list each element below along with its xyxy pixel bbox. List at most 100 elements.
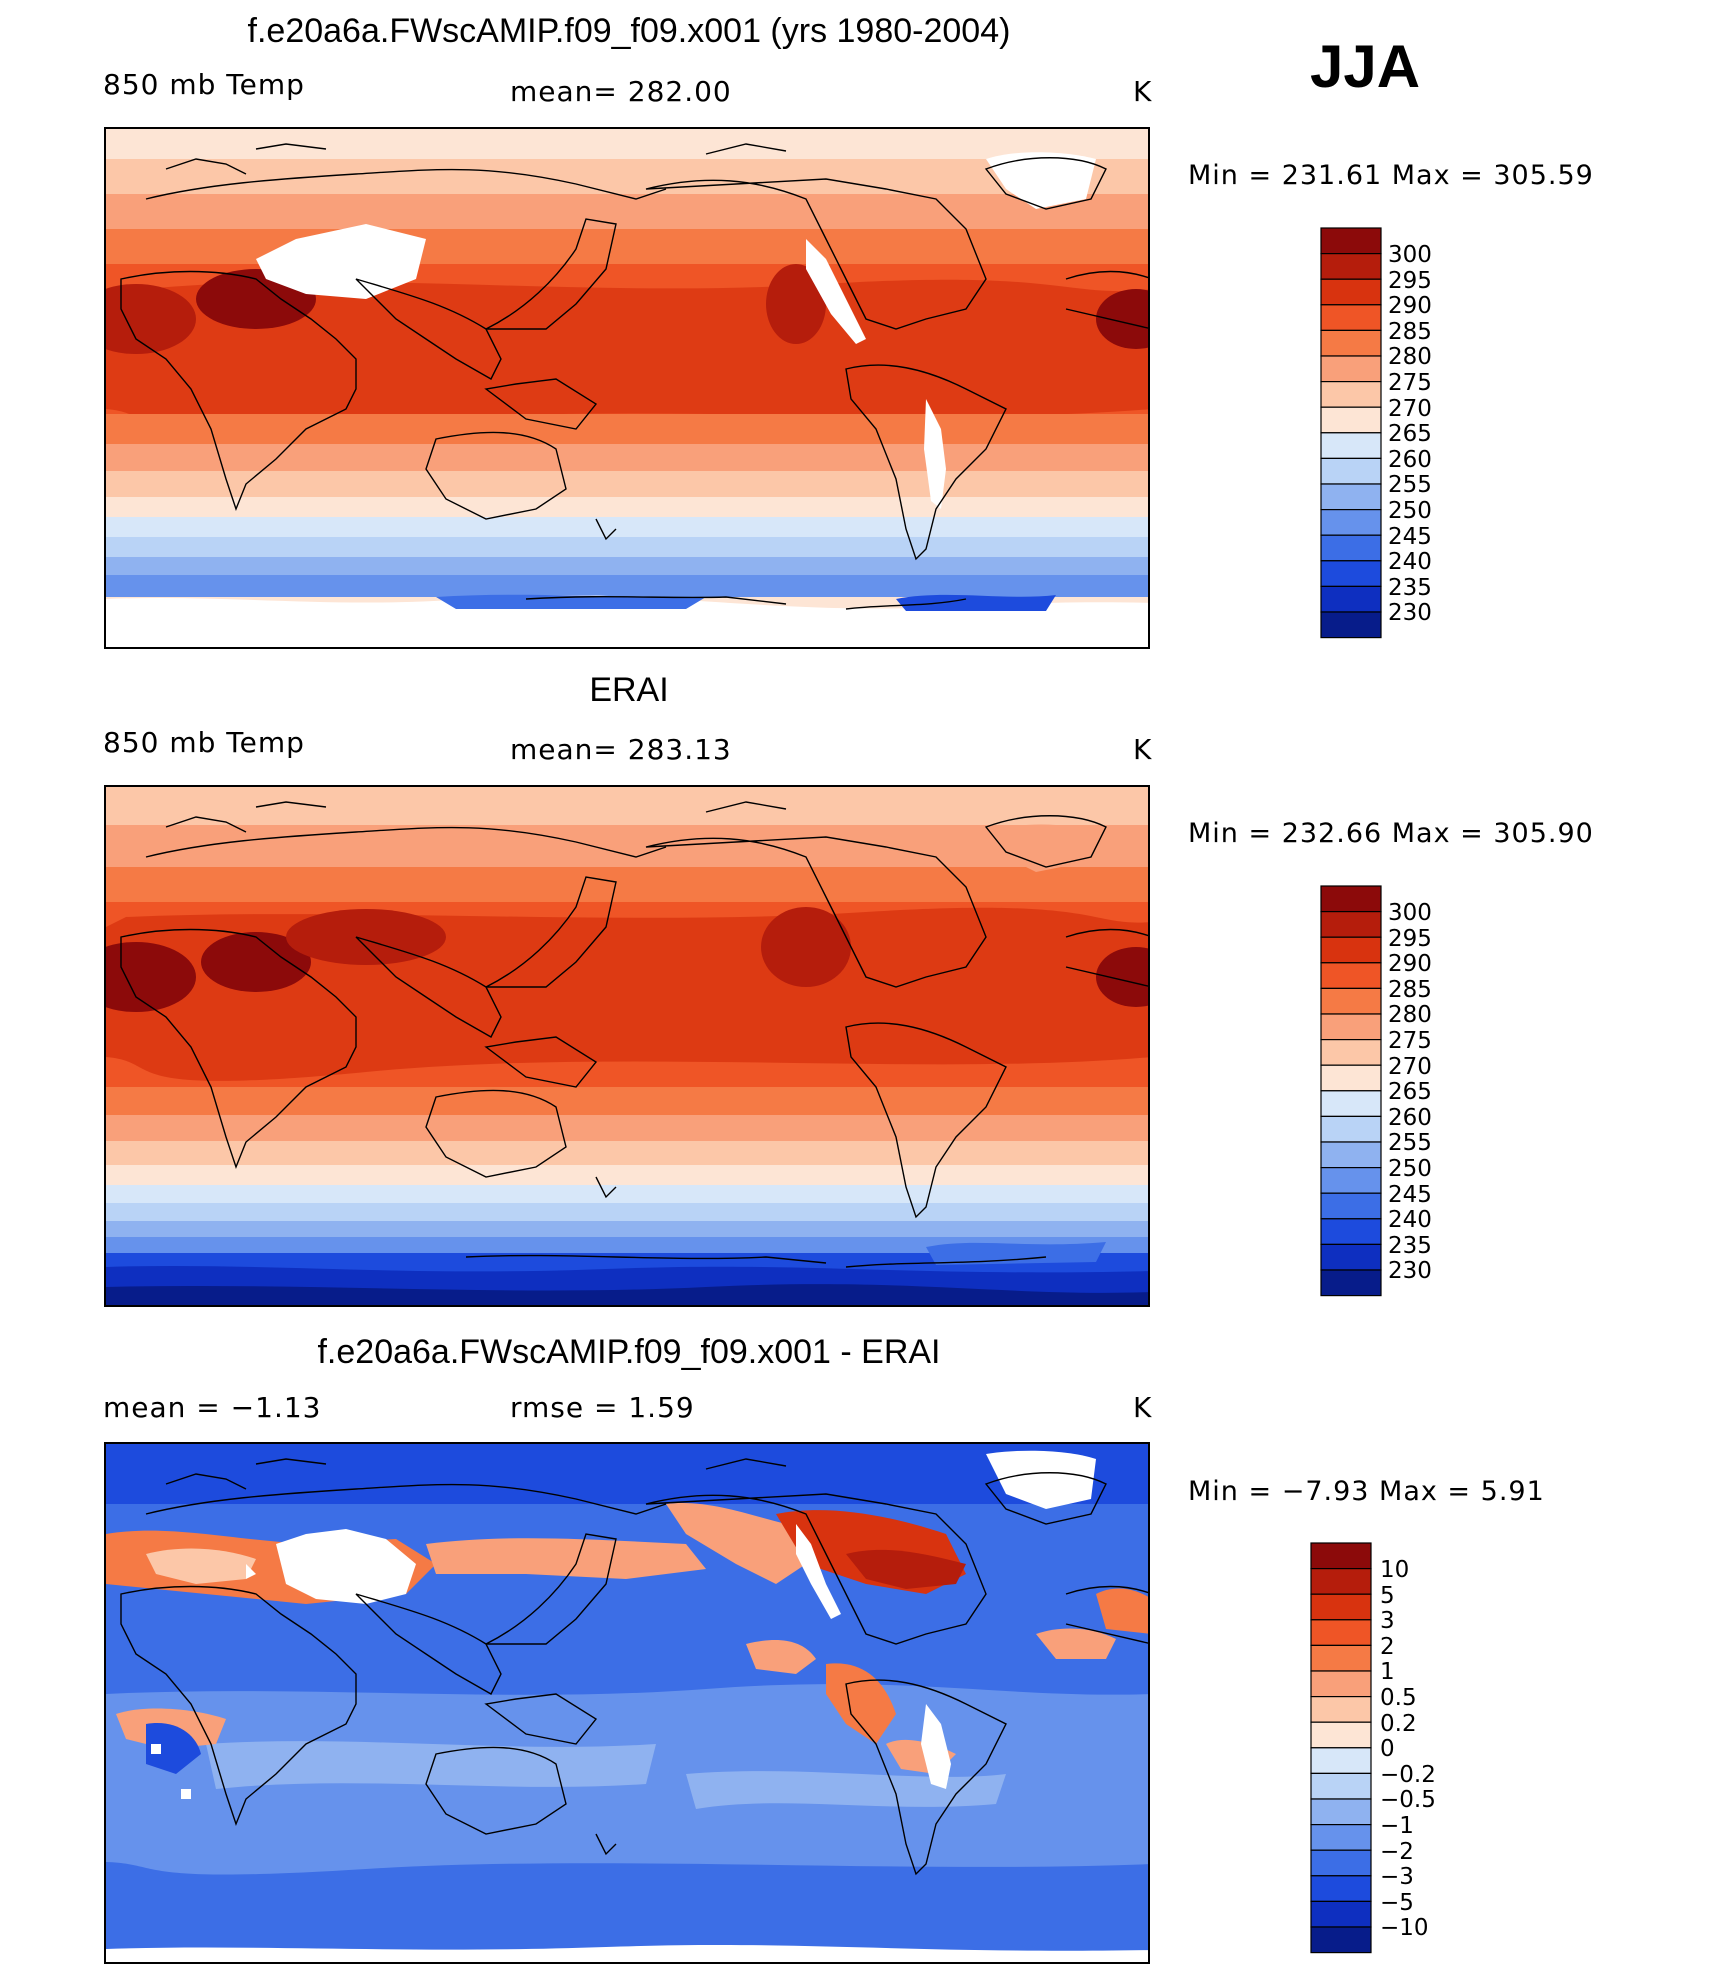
panel2-colorbar-box (1320, 1269, 1382, 1297)
panel1-colorbar-level-label: 295 (1388, 267, 1432, 294)
panel2-colorbar-level-label: 285 (1388, 976, 1432, 1003)
panel1-colorbar-box (1320, 329, 1382, 357)
panel3-colorbar-level-label: −2 (1380, 1838, 1414, 1865)
panel3-colorbar-box (1310, 1926, 1372, 1954)
panel2-colorbar-level-label: 275 (1388, 1028, 1432, 1054)
panel2-colorbar-box (1320, 987, 1382, 1015)
panel1-colorbar-labels: 300 295 290 285 280 275 270 265 260 255 250 245 240 2… (1388, 240, 1458, 626)
panel2-colorbar-level-label: 295 (1388, 925, 1432, 952)
panel3-colorbar-box (1310, 1670, 1372, 1698)
panel3-max-label: Max = 5.91 (1379, 1476, 1545, 1507)
panel3-colorbar-level-label: −5 (1380, 1889, 1414, 1916)
panel2-colorbar-box (1320, 911, 1382, 938)
panel2-colorbar-svg (1320, 885, 1382, 1297)
panel2-colorbar-level-label: 245 (1388, 1181, 1432, 1208)
panel3-colorbar-level-label: 1 (1380, 1659, 1395, 1686)
panel1-map-svg (106, 129, 1148, 647)
panel2-colorbar-level-label: 250 (1388, 1156, 1432, 1182)
panel1-colorbar-box (1320, 585, 1382, 613)
panel1-colorbar-box (1320, 253, 1382, 280)
panel1-colorbar (1320, 227, 1382, 646)
panel3-colorbar-box (1310, 1721, 1372, 1749)
panel3-title: f.e20a6a.FWscAMIP.f09_f09.x001 - ERAI (317, 1333, 941, 1371)
panel1-colorbar-box (1320, 432, 1382, 460)
panel2-colorbar-level-label: 300 (1388, 900, 1432, 926)
panel3-colorbar-level-label: 0 (1380, 1736, 1395, 1763)
panel2-mean-label: mean= 283.13 (510, 733, 732, 766)
panel3-colorbar-level-label: 3 (1380, 1608, 1395, 1635)
panel1-colorbar-svg (1320, 227, 1382, 639)
panel1-colorbar-level-label: 285 (1388, 318, 1432, 345)
panel2-colorbar-level-label: 265 (1388, 1079, 1432, 1106)
panel2-colorbar-level-label: 235 (1388, 1232, 1432, 1259)
panel2-variable-label: 850 mb Temp (103, 726, 305, 759)
panel2-colorbar-level-label: 230 (1388, 1258, 1432, 1285)
panel1-colorbar-level-label: 270 (1388, 395, 1432, 422)
panel2-min-label: Min = 232.66 (1188, 818, 1383, 849)
panel1-colorbar-box (1320, 483, 1382, 511)
panel3-colorbar-level-label: −1 (1380, 1813, 1414, 1839)
panel1-colorbar-box (1320, 560, 1382, 587)
panel3-colorbar-level-label: 5 (1380, 1582, 1395, 1609)
panel3-colorbar-level-label: −10 (1380, 1915, 1429, 1942)
panel2-colorbar-level-label: 255 (1388, 1130, 1432, 1157)
panel1-colorbar-level-label: 280 (1388, 344, 1432, 371)
panel1-colorbar-box (1320, 509, 1382, 536)
panel2-units-label: K (1133, 733, 1153, 766)
panel3-colorbar-level-label: 0.5 (1380, 1685, 1417, 1711)
panel3-colorbar-level-label: 0.2 (1380, 1710, 1417, 1737)
panel3-colorbar-box (1310, 1824, 1372, 1851)
panel1-title: f.e20a6a.FWscAMIP.f09_f09.x001 (yrs 1980… (247, 12, 1011, 50)
panel3-colorbar-labels: 10 5 3 2 1 0.5 0.2 0 −0.2 −0.5 −1 −2 −3 −5 −10 (1380, 1555, 1460, 1941)
panel2-colorbar-box (1320, 936, 1382, 964)
panel2-colorbar-box (1320, 885, 1382, 913)
panel1-colorbar-box (1320, 457, 1382, 485)
panel1-colorbar-level-label: 235 (1388, 574, 1432, 601)
panel3-colorbar-box (1310, 1696, 1372, 1723)
panel3-colorbar-box (1310, 1542, 1372, 1570)
panel3-colorbar-level-label: 10 (1380, 1557, 1410, 1583)
panel2-colorbar-box (1320, 1167, 1382, 1194)
panel3-min-label: Min = −7.93 (1188, 1476, 1370, 1507)
panel2-colorbar-labels: 300 295 290 285 280 275 270 265 260 255 250 245 240 2… (1388, 898, 1458, 1284)
panel2-colorbar-box (1320, 1141, 1382, 1169)
panel2-colorbar-box (1320, 1192, 1382, 1220)
panel2-colorbar-box (1320, 962, 1382, 990)
panel3-colorbar-level-label: −3 (1380, 1864, 1414, 1891)
panel1-colorbar-box (1320, 278, 1382, 306)
panel2-colorbar-level-label: 240 (1388, 1207, 1432, 1234)
panel1-mean-label: mean= 282.00 (510, 75, 732, 108)
panel1-colorbar-level-label: 300 (1388, 242, 1432, 268)
panel3-map-svg (106, 1444, 1148, 1962)
panel3-colorbar-box (1310, 1568, 1372, 1595)
panel3-colorbar-box (1310, 1849, 1372, 1877)
panel3-mean-label: mean = −1.13 (103, 1391, 322, 1424)
panel3-minmax: Min = −7.93 Max = 5.91 (1188, 1476, 1545, 1507)
panel1-colorbar-level-label: 240 (1388, 549, 1432, 576)
panel1-colorbar-box (1320, 304, 1382, 332)
panel2-title: ERAI (589, 671, 669, 709)
panel1-colorbar-level-label: 245 (1388, 523, 1432, 550)
panel1-colorbar-level-label: 250 (1388, 498, 1432, 524)
panel1-colorbar-level-label: 290 (1388, 293, 1432, 320)
panel1-colorbar-box (1320, 355, 1382, 383)
panel2-colorbar-level-label: 270 (1388, 1053, 1432, 1080)
panel2-colorbar-level-label: 260 (1388, 1104, 1432, 1131)
panel1-map (104, 127, 1150, 649)
panel1-colorbar-box (1320, 406, 1382, 434)
panel3-colorbar (1310, 1542, 1372, 1961)
panel3-map (104, 1442, 1150, 1964)
panel3-colorbar-box (1310, 1593, 1372, 1621)
panel3-colorbar-box (1310, 1772, 1372, 1800)
panel1-colorbar-level-label: 230 (1388, 600, 1432, 627)
panel1-min-label: Min = 231.61 (1188, 160, 1383, 191)
panel3-rmse-label: rmse = 1.59 (510, 1391, 695, 1424)
panel1-colorbar-box (1320, 227, 1382, 255)
panel2-minmax: Min = 232.66 Max = 305.90 (1188, 818, 1594, 849)
season-label: JJA (1310, 33, 1421, 100)
panel3-colorbar-box (1310, 1875, 1372, 1902)
panel1-colorbar-level-label: 255 (1388, 472, 1432, 499)
panel2-colorbar (1320, 885, 1382, 1304)
panel3-colorbar-level-label: −0.5 (1380, 1787, 1436, 1814)
panel1-variable-label: 850 mb Temp (103, 68, 305, 101)
